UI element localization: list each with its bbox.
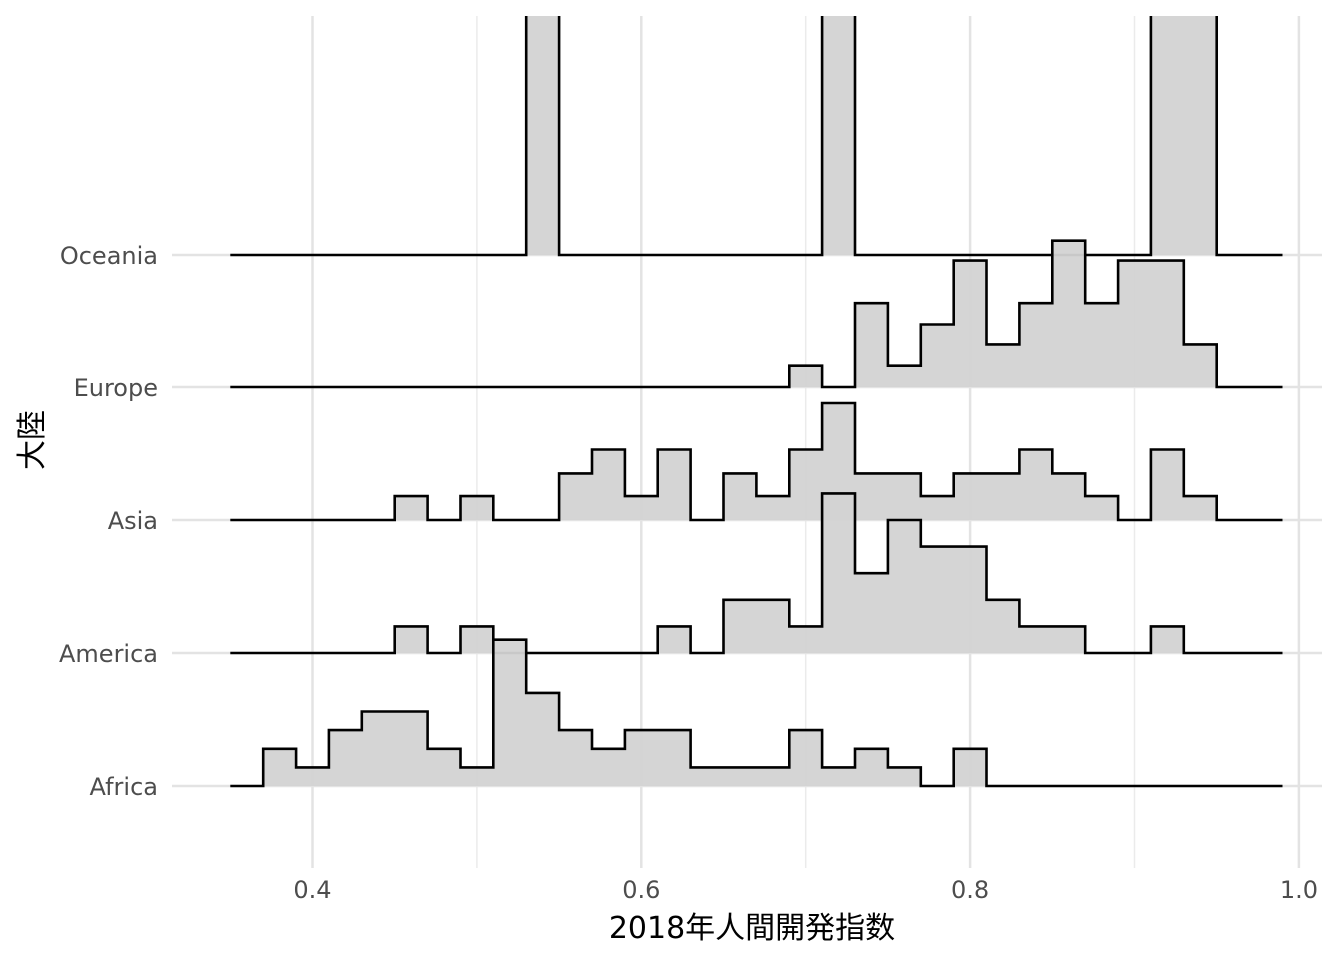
ridge-outline: [230, 239, 1283, 389]
ridge-asia: [230, 401, 1283, 522]
x-tick-label: 0.4: [293, 876, 331, 904]
ridge-outline: [230, 401, 1283, 522]
ridge-fill: [230, 16, 1283, 255]
ridge-fill: [230, 403, 1283, 520]
y-tick-label: Oceania: [60, 242, 158, 270]
x-tick-label: 0.8: [951, 876, 989, 904]
ridge-america: [230, 492, 1283, 655]
ridge-africa: [230, 638, 1283, 788]
y-tick-label: America: [59, 640, 158, 668]
ridge-fill: [230, 639, 1283, 786]
ridge-oceania: [230, 16, 1283, 257]
x-axis-title: 2018年人間開発指数: [609, 911, 895, 946]
ridge-outline: [230, 638, 1283, 788]
ridge-europe: [230, 239, 1283, 389]
y-tick-label: Asia: [108, 507, 158, 535]
y-tick-label: Europe: [74, 374, 158, 402]
ridge-outline: [230, 16, 1283, 257]
y-tick-labels: Africa America Asia Europe Oceania: [59, 242, 158, 801]
x-tick-label: 0.6: [622, 876, 660, 904]
ridge-outline: [230, 492, 1283, 655]
y-tick-label: Africa: [90, 773, 158, 801]
ridge-fill: [230, 240, 1283, 387]
ridge-fill: [230, 493, 1283, 653]
ridge-layer: [230, 16, 1283, 788]
y-axis-title: 大陸: [15, 410, 50, 470]
x-tick-labels: 0.4 0.6 0.8 1.0: [293, 876, 1318, 904]
x-tick-label: 1.0: [1280, 876, 1318, 904]
